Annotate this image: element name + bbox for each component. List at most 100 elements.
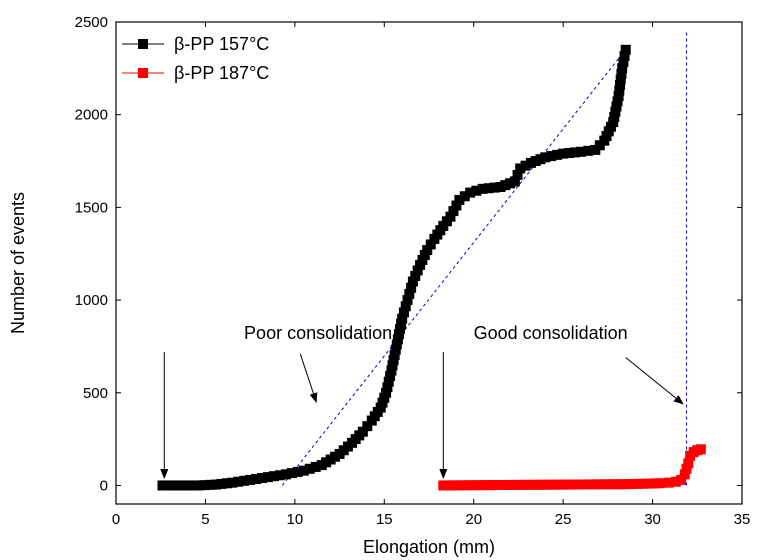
data-point — [679, 469, 690, 480]
data-point-dense — [649, 478, 660, 489]
data-point-dense — [239, 475, 250, 486]
legend-item-0: β-PP 157°C — [122, 34, 269, 54]
data-point-dense — [681, 463, 692, 474]
data-point — [593, 479, 604, 490]
data-point-dense — [167, 480, 178, 491]
data-point-dense — [468, 480, 479, 491]
legend-label: β-PP 187°C — [174, 63, 269, 83]
data-point — [513, 479, 524, 490]
data-point — [438, 480, 449, 491]
data-point — [509, 176, 520, 187]
data-point-dense — [508, 479, 519, 490]
data-point — [620, 44, 631, 55]
data-point — [620, 479, 631, 490]
data-point-dense — [588, 479, 599, 490]
data-point-dense — [583, 145, 594, 156]
data-point-dense — [473, 480, 484, 491]
annotations: Poor consolidation Good consolidation — [160, 323, 684, 480]
x-tick-label: 35 — [734, 511, 751, 528]
data-point-dense — [616, 68, 627, 79]
data-point-dense — [453, 480, 464, 491]
series-line — [162, 49, 627, 486]
data-point-dense — [404, 288, 415, 299]
data-point-dense — [443, 480, 454, 491]
data-point-dense — [619, 50, 630, 61]
x-tick-label: 30 — [644, 511, 661, 528]
data-point-dense — [478, 480, 489, 491]
data-point-dense — [610, 479, 621, 490]
data-point-dense — [389, 349, 400, 360]
data-point — [567, 479, 578, 490]
legend-marker — [138, 68, 148, 78]
series-layer — [157, 44, 706, 491]
data-point-dense — [216, 478, 227, 489]
data-point-dense — [615, 80, 626, 91]
data-point — [515, 163, 526, 174]
data-point-dense — [529, 479, 540, 490]
y-tick-label: 0 — [100, 477, 108, 494]
data-point-dense — [463, 480, 474, 491]
data-point-dense — [561, 479, 572, 490]
data-point — [670, 476, 681, 487]
data-point — [617, 63, 628, 74]
data-point-dense — [406, 282, 417, 293]
y-tick-label: 2000 — [75, 107, 108, 124]
plot-frame — [115, 21, 743, 505]
data-point-dense — [310, 461, 321, 472]
annotation-arrow — [299, 353, 318, 403]
data-point-dense — [564, 148, 575, 159]
x-tick-label: 10 — [287, 511, 304, 528]
data-point-dense — [183, 480, 194, 491]
data-point-dense — [177, 480, 188, 491]
data-point-dense — [612, 96, 623, 107]
data-point-dense — [221, 478, 232, 489]
y-tick-label: 2500 — [75, 14, 108, 31]
y-tick-label: 1000 — [75, 292, 108, 309]
data-point-dense — [520, 160, 531, 171]
data-point — [245, 474, 256, 485]
data-point-dense — [518, 479, 529, 490]
data-point-dense — [556, 479, 567, 490]
data-point-dense — [458, 480, 469, 491]
data-point-dense — [512, 169, 523, 180]
data-point-dense — [572, 479, 583, 490]
y-tick-label: 500 — [83, 385, 108, 402]
fit-line — [281, 51, 625, 486]
reference-lines — [281, 29, 688, 486]
x-tick-label: 0 — [112, 511, 120, 528]
data-point — [386, 365, 397, 376]
legend-label: β-PP 157°C — [174, 34, 269, 54]
data-point-dense — [268, 471, 279, 482]
data-point-dense — [387, 360, 398, 371]
data-point — [488, 480, 499, 491]
annotation-label: Good consolidation — [474, 323, 628, 343]
annotation-arrow — [625, 357, 684, 405]
data-point — [613, 91, 624, 102]
data-point-dense — [398, 307, 409, 318]
data-point — [540, 152, 551, 163]
data-point-dense — [304, 463, 315, 474]
data-point-dense — [410, 270, 421, 281]
data-point-dense — [489, 182, 500, 193]
data-point — [477, 183, 488, 194]
data-point-dense — [632, 478, 643, 489]
legend: β-PP 157°C β-PP 187°C — [122, 34, 269, 83]
data-point-dense — [286, 468, 297, 479]
data-point-dense — [609, 111, 620, 122]
data-point-dense — [382, 382, 393, 393]
data-point-dense — [615, 479, 626, 490]
x-tick-label: 25 — [555, 511, 572, 528]
data-point-dense — [383, 376, 394, 387]
series-1 — [438, 444, 706, 491]
data-point — [540, 479, 551, 490]
data-point-dense — [577, 479, 588, 490]
data-point — [280, 469, 291, 480]
data-point-dense — [395, 323, 406, 334]
data-point-dense — [570, 147, 581, 158]
x-tick-label: 20 — [465, 511, 482, 528]
data-point-dense — [610, 106, 621, 117]
data-point-dense — [459, 191, 470, 202]
data-point-dense — [451, 200, 462, 211]
data-point-dense — [412, 265, 423, 276]
data-point-dense — [614, 85, 625, 96]
